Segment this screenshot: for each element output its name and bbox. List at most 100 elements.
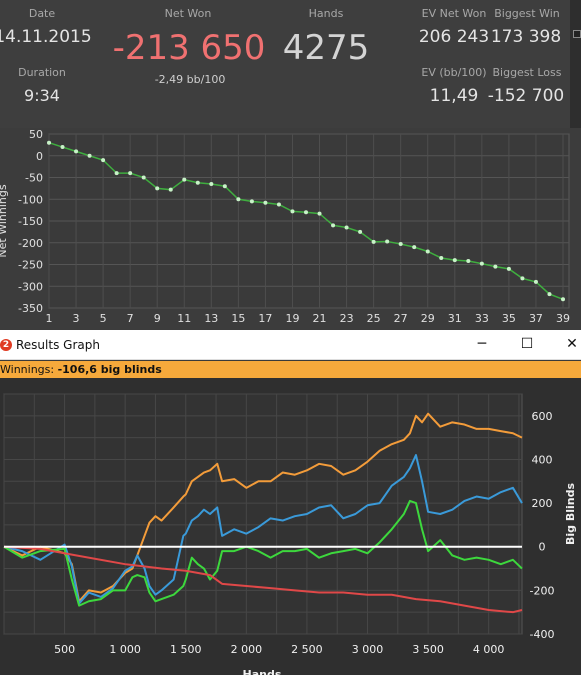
- x-tick-label: 35: [502, 312, 516, 325]
- y-tick-label: -350: [18, 302, 43, 315]
- y-tick-label: 200: [532, 497, 553, 510]
- x-tick-label: 9: [154, 312, 161, 325]
- y-tick-label: 50: [29, 128, 43, 141]
- minimize-button[interactable]: ─: [477, 336, 487, 352]
- data-point: [412, 245, 417, 250]
- data-point: [114, 171, 119, 176]
- data-point: [452, 258, 457, 263]
- result-line-4: [3, 545, 523, 614]
- data-point: [520, 276, 525, 281]
- net-won-value: -213 650: [112, 28, 266, 68]
- data-point: [87, 153, 92, 158]
- ev-bb100-label: EV (bb/100): [421, 66, 487, 79]
- x-tick-label: 5: [100, 312, 107, 325]
- y-tick-label: 400: [532, 453, 553, 466]
- hands-value: 4275: [282, 28, 370, 68]
- x-tick-label: 25: [367, 312, 381, 325]
- data-point: [304, 210, 308, 215]
- data-point: [141, 175, 146, 180]
- window-title: Results Graph: [16, 338, 100, 352]
- app-logo-icon: 2: [0, 339, 12, 351]
- duration-label: Duration: [18, 66, 66, 79]
- x-tick-label: 39: [556, 312, 570, 325]
- x-tick-label: 33: [475, 312, 489, 325]
- y-tick-label: 600: [532, 410, 553, 423]
- net-won-label: Net Won: [164, 7, 212, 20]
- window-titlebar[interactable]: 2 Results Graph ─ ☐ ✕: [0, 330, 581, 360]
- data-point: [128, 171, 133, 176]
- hands-label: Hands: [308, 7, 344, 20]
- y-tick-label: -200: [530, 584, 555, 597]
- x-tick-label: 1 500: [170, 643, 202, 656]
- close-button[interactable]: ✕: [566, 336, 578, 352]
- data-point: [533, 279, 538, 284]
- data-point: [547, 292, 552, 297]
- x-tick-label: 11: [177, 312, 191, 325]
- date-value: 14.11.2015: [0, 27, 92, 47]
- data-point: [331, 223, 336, 228]
- data-point: [182, 177, 187, 182]
- maximize-button[interactable]: ☐: [520, 336, 534, 352]
- y-tick-label: -100: [18, 193, 43, 206]
- x-tick-label: 27: [394, 312, 408, 325]
- biggest-win-value: 173 398: [490, 27, 562, 47]
- biggest-loss-value: -152 700: [487, 86, 565, 106]
- data-point: [506, 266, 511, 271]
- net-winnings-chart: 50 0 -50 -100 -150 -200 -250 -300 -350 1 3 5 7 9 11 13 1…: [0, 128, 581, 330]
- data-point: [47, 140, 51, 145]
- x-tick-label: 500: [54, 643, 75, 656]
- data-point: [60, 145, 65, 150]
- y-tick-label: -250: [18, 259, 43, 272]
- winnings-status-text: Winnings: -106,6 big blinds: [0, 363, 162, 376]
- side-panel: [570, 0, 581, 128]
- data-point: [493, 264, 498, 269]
- x-tick-label: 15: [231, 312, 245, 325]
- data-point: [479, 261, 484, 266]
- data-point: [398, 242, 403, 247]
- data-point: [371, 239, 376, 244]
- data-point: [222, 184, 227, 189]
- data-point: [317, 211, 322, 216]
- y-tick-label: 0: [36, 150, 43, 163]
- duration-value: 9:34: [24, 86, 60, 105]
- x-tick-label: 4 000: [473, 643, 505, 656]
- x-tick-label: 2 500: [291, 643, 323, 656]
- data-point: [249, 199, 254, 204]
- x-tick-label: 3 500: [412, 643, 444, 656]
- y-tick-label: -150: [18, 215, 43, 228]
- side-checkbox[interactable]: [573, 30, 581, 38]
- biggest-loss-label: Biggest Loss: [492, 66, 562, 79]
- x-tick-label: 31: [448, 312, 462, 325]
- data-point: [236, 197, 241, 202]
- y-tick-label: -300: [18, 280, 43, 293]
- y-tick-label: -50: [25, 172, 43, 185]
- results-graph-chart-svg: 600 400 200 0 -200 -400 500 1 000 1 500 2 000 2 50…: [3, 393, 577, 675]
- x-tick-label: 37: [529, 312, 543, 325]
- data-point: [195, 180, 200, 185]
- ev-net-won-label: EV Net Won: [421, 7, 487, 20]
- data-point: [385, 239, 390, 244]
- session-stats-panel: Date 14.11.2015 Duration 9:34 Net Won -2…: [0, 0, 581, 128]
- data-point: [101, 158, 106, 163]
- winnings-status-prefix: Winnings:: [0, 363, 58, 376]
- biggest-win-label: Biggest Win: [494, 7, 560, 20]
- x-tick-label: 1: [46, 312, 53, 325]
- data-point: [209, 182, 214, 187]
- ev-net-won-value: 206 243: [418, 27, 490, 47]
- x-tick-label: 2 000: [231, 643, 263, 656]
- winnings-status-bar: Winnings: -106,6 big blinds: [0, 361, 581, 378]
- data-point: [561, 297, 565, 302]
- x-tick-label: 13: [204, 312, 218, 325]
- data-point: [168, 187, 173, 192]
- x-tick-label: 19: [285, 312, 299, 325]
- x-axis-label: Hands: [243, 668, 282, 675]
- data-point: [344, 225, 349, 230]
- data-point: [263, 200, 268, 205]
- x-tick-label: 29: [421, 312, 435, 325]
- x-tick-label: 3: [73, 312, 80, 325]
- x-tick-label: 7: [127, 312, 134, 325]
- x-tick-label: 23: [340, 312, 354, 325]
- data-point: [276, 202, 281, 207]
- data-point: [439, 255, 444, 260]
